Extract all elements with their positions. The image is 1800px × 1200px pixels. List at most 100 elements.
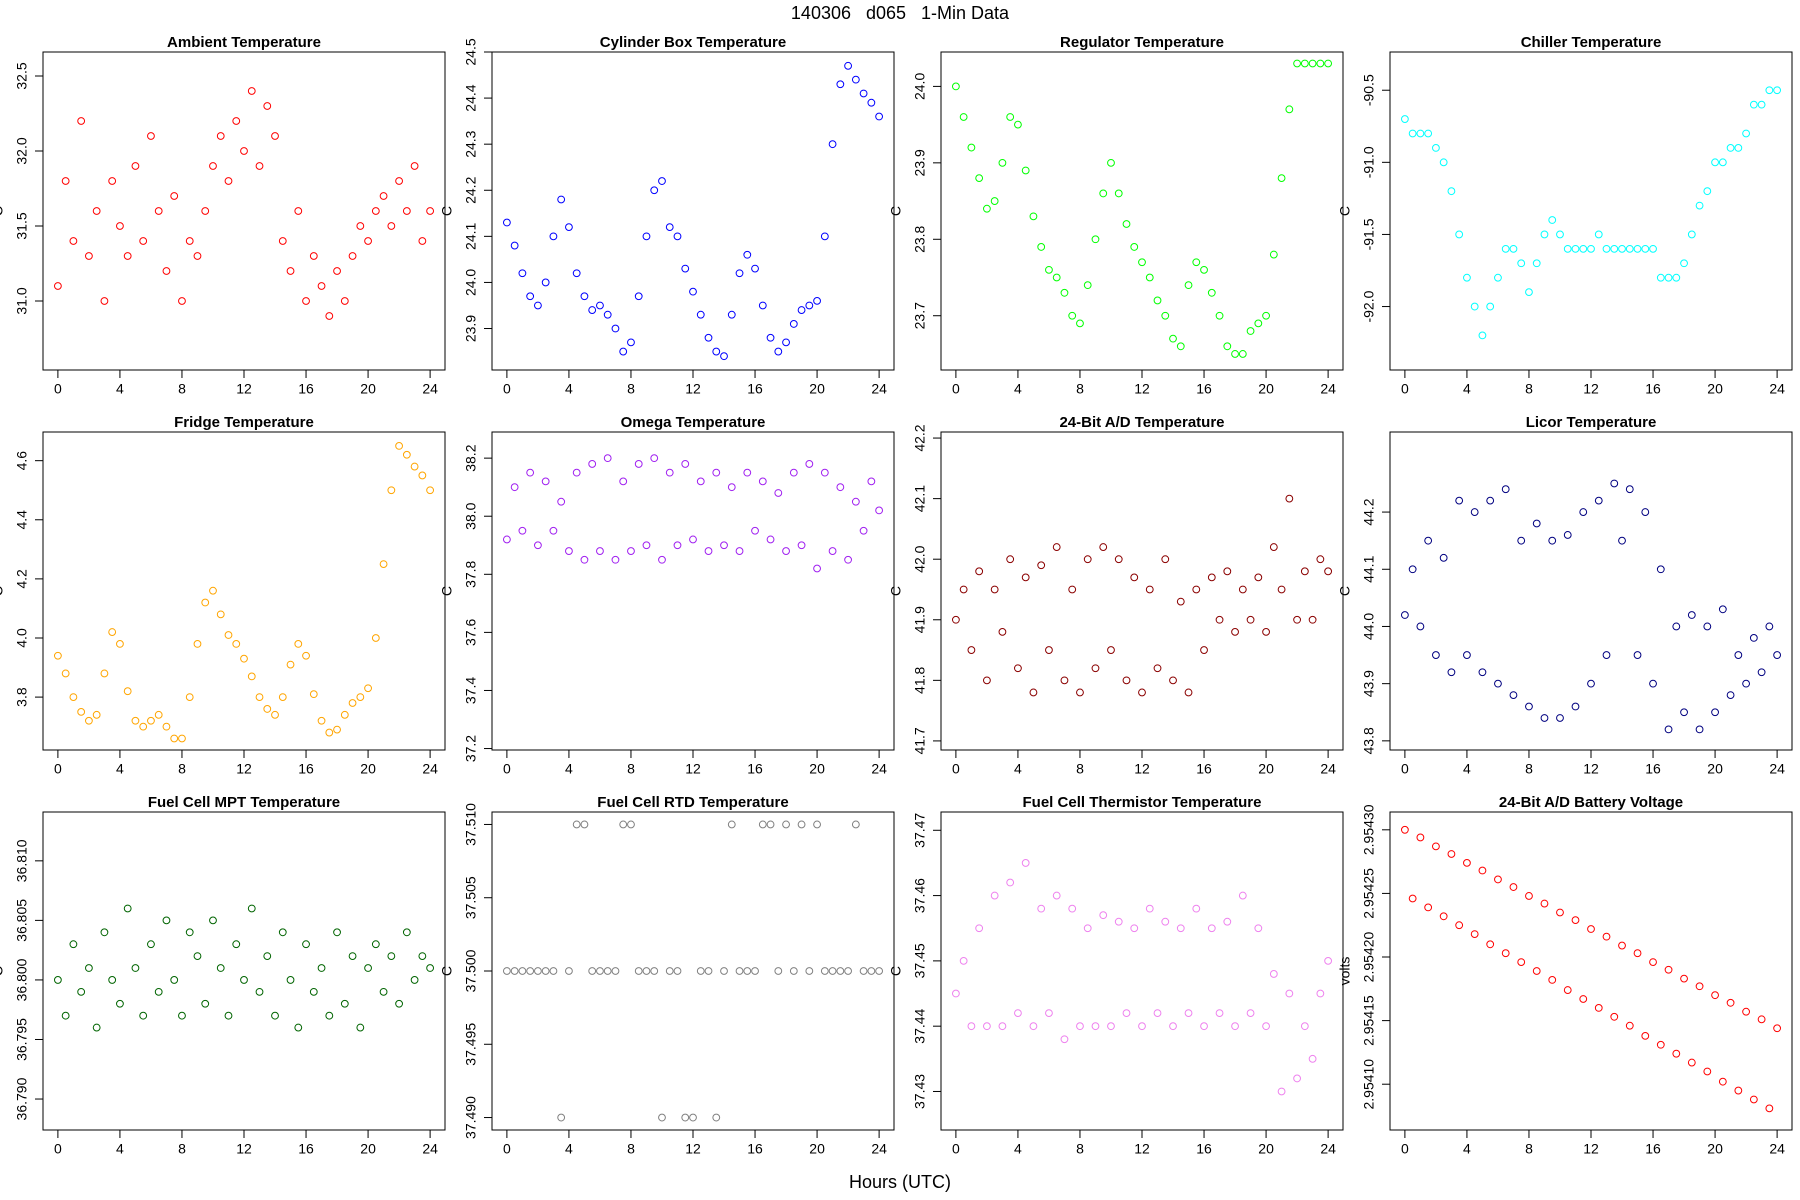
data-point (1192, 258, 1201, 267)
data-point (170, 192, 179, 200)
data-point (1254, 924, 1263, 933)
data-point (1742, 1007, 1750, 1016)
data-point (302, 940, 310, 949)
data-point (162, 916, 171, 925)
data-point (356, 693, 365, 701)
data-point (356, 1023, 365, 1032)
data-point (123, 904, 132, 913)
data-point (998, 627, 1007, 636)
y-tick-label: 44.2 (1361, 498, 1377, 525)
data-point (1308, 1054, 1317, 1063)
data-point (410, 976, 419, 984)
data-point (1618, 536, 1626, 545)
data-point (1687, 611, 1696, 619)
data-point (371, 207, 380, 215)
data-point (193, 252, 202, 260)
data-point (1200, 265, 1208, 274)
y-tick-label: 4.4 (14, 510, 30, 530)
data-point (232, 117, 241, 125)
data-point (1060, 1035, 1069, 1044)
y-axis-label: C (888, 206, 904, 216)
data-point (820, 468, 829, 477)
data-point (758, 820, 767, 829)
data-point (1052, 543, 1061, 551)
data-point (1432, 144, 1440, 152)
data-point (147, 940, 155, 949)
y-tick-label: 23.9 (463, 315, 479, 342)
data-point (1060, 288, 1069, 297)
data-point (1176, 597, 1185, 606)
x-tick-label: 4 (116, 381, 124, 397)
data-point (1509, 883, 1518, 891)
x-tick-label: 12 (1134, 1141, 1150, 1157)
data-point (596, 301, 604, 310)
y-tick-label: 38.0 (463, 502, 479, 529)
y-axis-label: C (888, 586, 904, 596)
data-point (774, 967, 783, 975)
x-tick-label: 0 (54, 381, 62, 397)
data-point (758, 477, 767, 486)
data-point (410, 462, 419, 471)
data-point (1680, 974, 1688, 983)
data-point (696, 967, 705, 975)
data-point (364, 964, 372, 972)
data-point (1207, 924, 1216, 933)
x-tick-label: 4 (116, 1141, 124, 1157)
y-tick-label: 23.9 (912, 149, 928, 176)
y-axis-label: C (1337, 586, 1353, 596)
data-point (1641, 244, 1650, 253)
data-point (1052, 273, 1061, 282)
data-point (170, 976, 179, 984)
data-point (813, 820, 821, 829)
data-point (990, 891, 999, 900)
x-tick-label: 16 (298, 1141, 314, 1157)
data-point (147, 716, 155, 725)
data-point (1447, 187, 1456, 196)
data-point (185, 693, 194, 701)
x-tick-label: 20 (809, 1141, 825, 1157)
data-point (209, 162, 217, 170)
data-point (1470, 508, 1479, 516)
plot-frame (491, 431, 895, 751)
data-point (1262, 311, 1270, 320)
data-point (510, 967, 519, 975)
data-point (565, 547, 573, 555)
data-point (797, 306, 806, 314)
data-point (387, 952, 396, 961)
data-point (1773, 1024, 1782, 1033)
data-point (510, 483, 519, 492)
data-point (294, 207, 303, 215)
data-point (100, 928, 109, 937)
data-point (526, 468, 535, 477)
data-point (1548, 216, 1557, 224)
data-point (1649, 958, 1657, 966)
data-point (735, 967, 744, 975)
x-tick-label: 20 (1707, 761, 1723, 777)
data-point (1718, 158, 1727, 167)
data-point (1680, 708, 1688, 717)
data-point (1176, 924, 1185, 933)
y-tick-label: 4.0 (14, 628, 30, 648)
data-point (364, 237, 372, 245)
data-point (402, 450, 411, 459)
panel-title: Regulator Temperature (1060, 34, 1224, 51)
y-tick-label: 2.95425 (1361, 868, 1377, 919)
x-tick-label: 24 (871, 761, 887, 777)
x-tick-label: 0 (503, 381, 511, 397)
data-point (1246, 327, 1255, 335)
data-point (1587, 925, 1595, 933)
data-point (1045, 1009, 1053, 1018)
data-point (185, 928, 194, 937)
x-tick-label: 16 (1196, 761, 1212, 777)
data-point (789, 320, 798, 328)
data-point (1161, 917, 1170, 926)
data-point (1672, 1049, 1681, 1058)
y-tick-label: 43.8 (1361, 727, 1377, 754)
data-point (325, 312, 334, 320)
data-point (789, 468, 798, 477)
data-point (611, 324, 620, 333)
data-point (92, 207, 101, 215)
y-tick-label: 24.3 (463, 130, 479, 157)
data-point (990, 585, 999, 594)
data-point (108, 177, 117, 185)
